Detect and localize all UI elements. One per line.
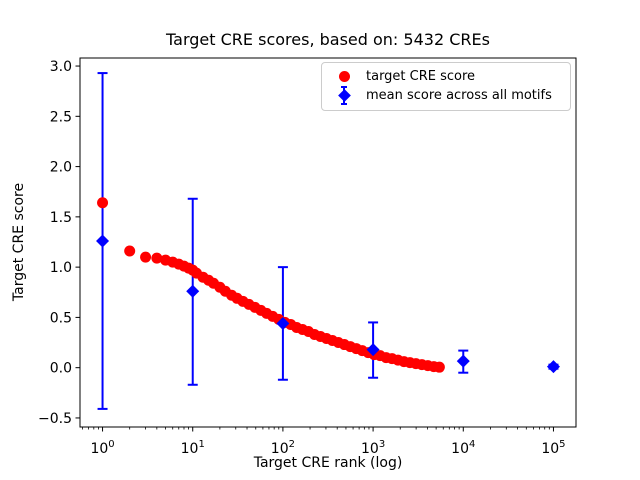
scatter-point	[433, 361, 445, 373]
x-tick-label: 103	[361, 439, 385, 457]
mean-marker	[366, 343, 380, 357]
legend-entry-mean-score: mean score across all motifs	[322, 86, 570, 105]
legend-label: mean score across all motifs	[366, 88, 552, 103]
chart-title: Target CRE scores, based on: 5432 CREs	[166, 30, 490, 49]
y-tick-label: 2.5	[50, 109, 72, 125]
mean-marker	[276, 316, 290, 330]
legend-entry-target-cre-score: target CRE score	[322, 67, 570, 86]
scatter-point	[124, 245, 136, 257]
mean-marker	[186, 284, 200, 298]
mean-marker	[456, 354, 470, 368]
legend-marker-box	[322, 71, 366, 82]
scatter-point	[97, 197, 109, 209]
x-tick-label: 101	[181, 439, 205, 457]
x-tick-label: 102	[271, 439, 295, 457]
y-tick-label: 1.5	[50, 210, 72, 226]
y-tick-label: 3.0	[50, 59, 72, 75]
scatter-point	[140, 251, 152, 263]
mean-marker	[96, 234, 110, 248]
mean-marker	[546, 360, 560, 374]
scatter-point	[151, 252, 163, 264]
legend-marker-box	[322, 86, 366, 105]
x-axis-label: Target CRE rank (log)	[253, 455, 403, 471]
y-tick-label: 0.5	[50, 310, 72, 326]
legend: target CRE score mean score across all m…	[321, 62, 571, 111]
x-tick-label: 105	[541, 439, 565, 457]
y-tick-label: 0.0	[50, 361, 72, 377]
x-tick-label: 100	[90, 439, 114, 457]
axes-frame	[79, 57, 577, 428]
y-tick-label: 2.0	[50, 160, 72, 176]
y-tick-label: 1.0	[50, 260, 72, 276]
legend-label: target CRE score	[366, 69, 476, 84]
red-circle-icon	[338, 71, 350, 82]
blue-diamond-errorbar-icon	[337, 86, 351, 105]
y-tick-label: −0.5	[38, 411, 72, 427]
x-tick-label: 104	[451, 439, 475, 457]
